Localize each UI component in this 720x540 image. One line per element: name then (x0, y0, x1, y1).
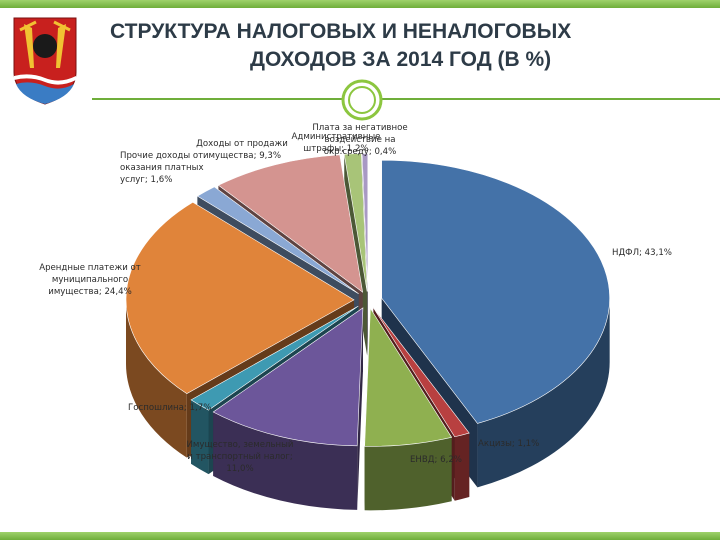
slice-label: Административные штрафы; 1,2% (292, 132, 381, 154)
pie-slice (212, 307, 364, 447)
top-accent-bar (0, 0, 720, 8)
pie-slice (217, 154, 364, 293)
slice-label: Доходы от продажи имущества; 9,3% (196, 139, 288, 161)
pie-slice (196, 186, 359, 294)
slice-label: Арендные платежи от муниципального имущест… (39, 263, 141, 297)
pie-slice-wall (477, 298, 610, 488)
coat-of-arms-icon (13, 17, 77, 105)
slice-label: Имущество, земельный и транспортный налог… (186, 440, 293, 474)
page-title: СТРУКТУРА НАЛОГОВЫХ И НЕНАЛОГОВЫХ ДОХОДО… (110, 18, 710, 74)
pie-slice-wall (364, 437, 452, 511)
slice-label: Прочие доходы от оказания платных услуг; 1… (120, 151, 204, 185)
pie-slice (190, 305, 359, 411)
pie-slice (373, 307, 470, 438)
title-divider (92, 98, 720, 100)
circle-badge-icon (341, 79, 383, 121)
slice-label: Акцизы; 1,1% (478, 439, 539, 449)
pie-slice (361, 153, 369, 292)
pie-slice (381, 159, 610, 424)
pie-slice (343, 153, 368, 292)
slice-label: Госпошлина; 1,7% (128, 403, 211, 413)
slice-label: Плата за негативное воздействие на окр.сре… (312, 123, 407, 157)
slice-label: НДФЛ; 43,1% (612, 248, 672, 258)
pie-slice-wall (126, 299, 187, 458)
pie-slice-wall (213, 411, 358, 510)
title-line-1: СТРУКТУРА НАЛОГОВЫХ И НЕНАЛОГОВЫХ (110, 20, 572, 43)
bottom-accent-bar (0, 532, 720, 540)
pie-slice (125, 201, 355, 395)
pie-slice-wall (191, 399, 209, 475)
pie-slice (364, 307, 453, 447)
pie-slice-wall (454, 433, 470, 501)
title-line-2: ДОХОДОВ ЗА 2014 ГОД (В %) (250, 48, 552, 71)
slice-label: ЕНВД; 6,2% (410, 455, 462, 465)
